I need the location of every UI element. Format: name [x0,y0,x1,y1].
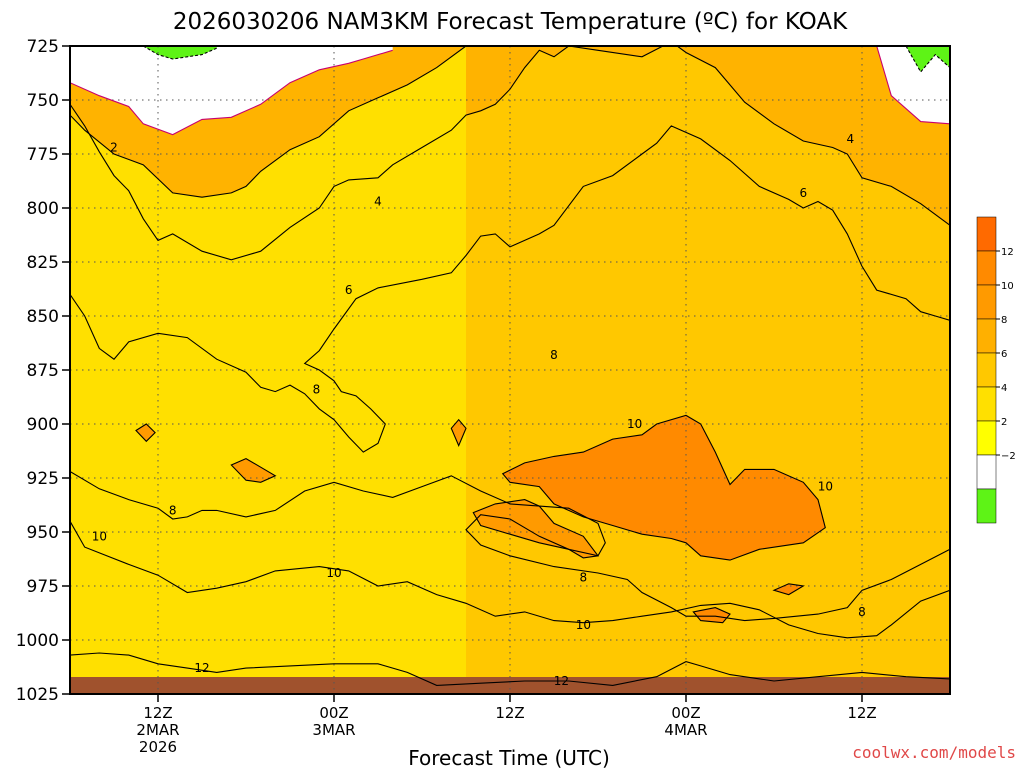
colorbar-label-1: 10 [1001,281,1014,292]
contour-line-0-7 [876,46,950,125]
contour-label-14: 10 [576,618,591,632]
contour-line-8-12 [230,457,277,483]
y-tick-label-12: 1025 [16,685,59,705]
colorbar-label-4: 4 [1001,383,1007,394]
temperature-region-zero-6 [70,46,393,135]
colorbar-label-6: −2 [1001,451,1016,462]
contour-layer [70,46,950,686]
contour-label-11: 10 [818,480,833,494]
contour-label-6: 8 [550,348,558,362]
colorbar-segment-3 [976,318,997,354]
contour-label-0: 2 [110,141,118,155]
y-tick-label-7: 900 [27,415,59,435]
credit-text: coolwx.com/models [852,743,1016,762]
colorbar-segment-6 [976,420,997,456]
y-tick-label-0: 725 [27,37,59,57]
contour-line-8-14 [450,418,467,448]
x-tick-label-0-3: 2026 [139,738,177,756]
chart-title: 2026030206 NAM3KM Forecast Temperature (… [173,9,848,35]
y-tick-label-6: 875 [27,361,59,381]
contour-line--2-9 [905,46,950,73]
contour-label-13: 10 [326,566,341,580]
temperature-region-neg2-8 [143,46,217,59]
y-tick-label-5: 850 [27,307,59,327]
colorbar-segment-8 [976,488,997,524]
y-tick-label-9: 950 [27,523,59,543]
x-axis-label: Forecast Time (UTC) [408,746,610,768]
y-tick-label-11: 1000 [16,631,59,651]
colorbar-segment-1 [976,250,997,286]
colorbar-segment-4 [976,352,997,388]
y-tick-label-3: 800 [27,199,59,219]
contour-label-16: 12 [554,674,569,688]
colorbar-label-3: 6 [1001,349,1007,360]
contour-label-3: 6 [345,283,353,297]
x-tick-label-3-2: 4MAR [664,721,707,739]
colorbar-segment-2 [976,284,997,320]
contour-line-8-11 [472,499,599,559]
temperature-region-zero-7 [876,46,950,124]
contour-line-12-1 [70,652,950,686]
contour-label-7: 8 [169,503,177,517]
x-tick-label-0-2: 2MAR [136,721,179,739]
contour-line-8-13 [135,423,156,443]
contour-line-6-3 [70,125,950,453]
contour-label-8: 8 [580,570,588,584]
x-tick-label-0-1: 12Z [143,704,172,722]
x-tick-label-1-2: 3MAR [312,721,355,739]
contour-label-12: 10 [92,529,107,543]
x-tick-label-4-1: 12Z [847,704,876,722]
y-tick-label-10: 975 [27,577,59,597]
temperature-cell-8-11 [473,499,598,558]
contour-line-2-5 [70,46,467,198]
contour-label-5: 8 [313,382,321,396]
plot-area: 2 4 4 6 6 8 8 8 8 8 10 10 10 10 10 12 12 [70,46,950,694]
colorbar-label-2: 8 [1001,315,1007,326]
colorbar-label-5: 2 [1001,417,1007,428]
temperature-cell-10-10 [502,415,826,561]
contour-label-layer: 2 4 4 6 6 8 8 8 8 8 10 10 10 10 10 12 12 [92,132,866,688]
contour-line-4-4 [70,46,950,261]
contour-line-10-10 [501,414,826,561]
contour-label-2: 4 [846,132,854,146]
contour-label-9: 8 [858,605,866,619]
temperature-cell-8-12 [231,458,276,483]
contour-label-10: 10 [627,417,642,431]
colorbar-label-0: 12 [1001,247,1014,258]
colorbar-segment-0 [976,216,997,252]
terrain-strip [70,677,950,694]
temperature-cell-10-16 [693,607,730,623]
temperature-cell-8-14 [451,419,466,446]
contour-line-10-0 [70,520,950,639]
colorbar-segment-5 [976,386,997,422]
temperature-region-neg2-9 [906,46,950,72]
contour-label-15: 12 [194,661,209,675]
colorbar-segment-7 [976,454,997,490]
contour-line--2-8 [143,46,217,60]
colorbar: 12 10 8 6 4 2 −2 [976,216,1016,524]
x-tick-label-2-1: 12Z [495,704,524,722]
x-tick-label-1-1: 00Z [319,704,348,722]
contour-line-0-6 [70,49,393,136]
x-tick-label-3-1: 00Z [671,704,700,722]
contour-label-4: 6 [800,186,808,200]
y-tick-label-2: 775 [27,145,59,165]
contour-label-1: 4 [374,195,382,209]
y-axis: 725 750 775 800 825 850 875 900 925 950 975 1000 102… [16,37,70,705]
y-tick-label-4: 825 [27,253,59,273]
contour-line-10-15 [772,583,805,596]
y-tick-label-8: 925 [27,469,59,489]
contour-line-10-16 [692,607,731,624]
y-tick-label-1: 750 [27,91,59,111]
